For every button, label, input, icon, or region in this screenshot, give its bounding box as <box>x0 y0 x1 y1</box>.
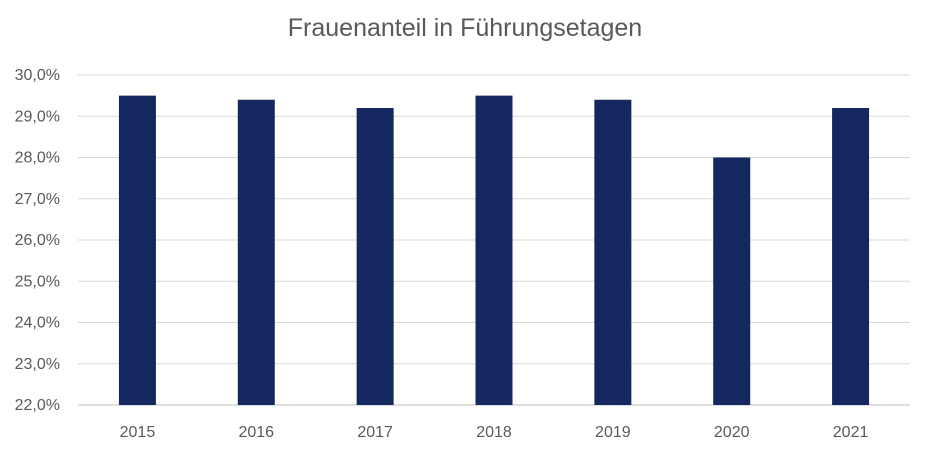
x-tick-label: 2021 <box>833 424 869 441</box>
x-tick-label: 2018 <box>476 424 512 441</box>
x-tick-label: 2019 <box>595 424 631 441</box>
bar-2021 <box>832 108 870 405</box>
x-tick-label: 2020 <box>714 424 750 441</box>
bars <box>118 95 870 405</box>
x-tick-label: 2017 <box>357 424 393 441</box>
bar-2015 <box>118 95 156 405</box>
y-tick-label: 22,0% <box>15 397 60 414</box>
x-tick-label: 2015 <box>120 424 156 441</box>
y-tick-label: 30,0% <box>15 67 60 84</box>
bar-2016 <box>237 99 275 405</box>
y-tick-label: 24,0% <box>15 315 60 332</box>
y-tick-label: 23,0% <box>15 356 60 373</box>
y-tick-label: 28,0% <box>15 150 60 167</box>
bar-2019 <box>594 99 632 405</box>
chart-title: Frauenanteil in Führungsetagen <box>287 14 643 42</box>
bar-2018 <box>475 95 513 405</box>
y-tick-label: 25,0% <box>15 273 60 290</box>
y-tick-label: 27,0% <box>15 191 60 208</box>
y-tick-label: 26,0% <box>15 232 60 249</box>
bar-2017 <box>356 108 394 405</box>
axes: 22,0% 23,0% 24,0% 25,0% 26,0% 27,0% 28,0% 29,0%… <box>15 67 869 441</box>
bar-2020 <box>713 157 751 405</box>
y-tick-label: 29,0% <box>15 108 60 125</box>
x-tick-label: 2016 <box>238 424 274 441</box>
